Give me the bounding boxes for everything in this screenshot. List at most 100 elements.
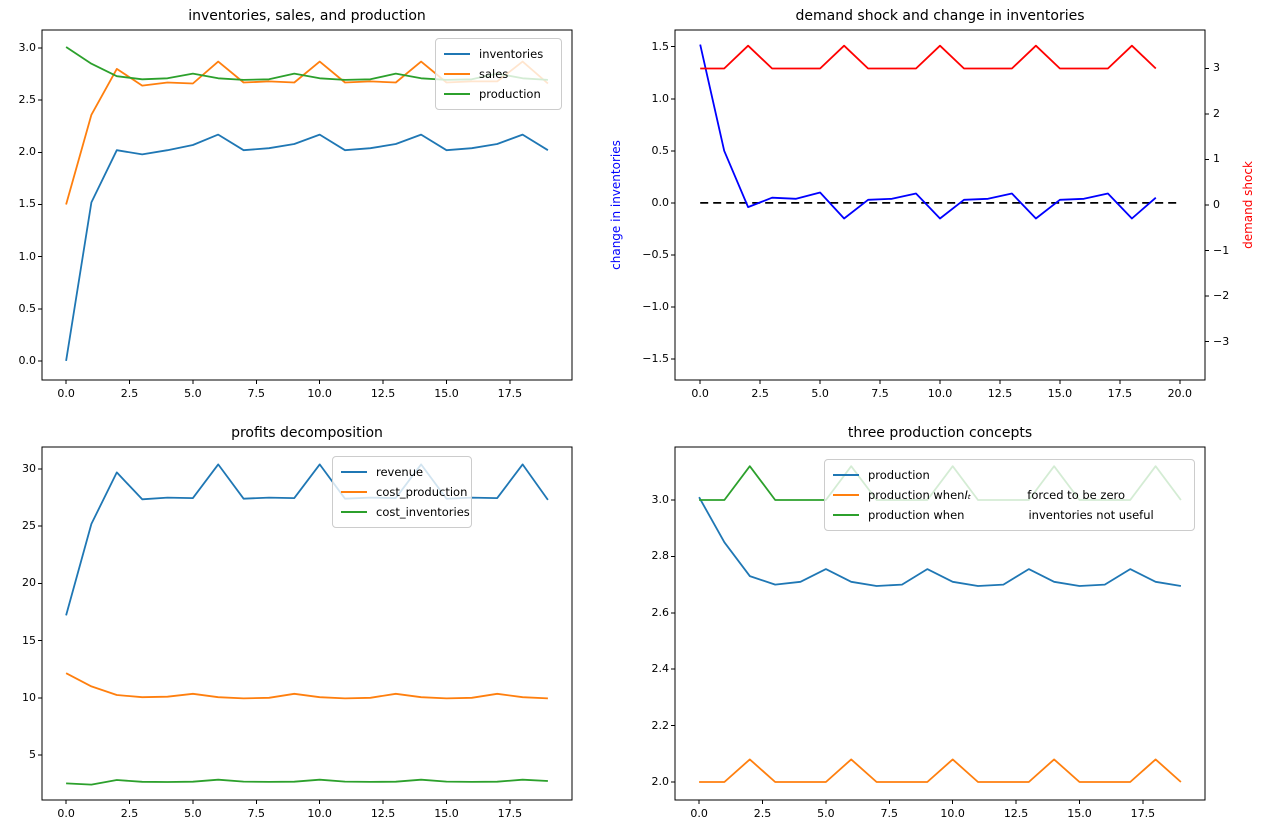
- bottom-right-x-tick-label: 7.5: [880, 807, 899, 820]
- bottom-left-y-tick-label: 30: [22, 461, 36, 475]
- bottom-left-series-cost-inventories: [66, 778, 548, 786]
- legend-item: sales: [444, 64, 553, 84]
- legend-bottom-right: production production when Iₜ forced to be…: [824, 459, 1195, 531]
- bottom-right-x-tick-label: 10.0: [940, 807, 965, 820]
- top-right-x-tick-label: 5.0: [811, 387, 829, 400]
- bottom-right-y-tick-label: 3.0: [651, 493, 670, 506]
- legend-label: inventories: [479, 47, 544, 61]
- top-right-right-y-tick-label: −3: [1213, 334, 1230, 348]
- top-left-x-tick-label: 5.0: [184, 387, 202, 400]
- bottom-left-y-tick-label: 5: [29, 748, 36, 762]
- bottom-left-x-tick-label: 7.5: [247, 807, 266, 820]
- legend-item: cost_production: [341, 482, 467, 502]
- bottom-right-x-tick-label: 12.5: [1003, 807, 1029, 820]
- top-left-y-tick-label: 2.5: [18, 93, 37, 107]
- bottom-left-series-revenue: [65, 463, 549, 616]
- top-left-y-tick-label: 0.5: [18, 301, 37, 315]
- ylabel-demand-shock: demand shock: [1241, 161, 1255, 249]
- top-left-x-tick-label: 0.0: [57, 387, 75, 400]
- legend-item: production when Iₜ forced to be zero: [833, 485, 1186, 505]
- legend-label: revenue: [376, 465, 424, 479]
- top-right-x-tick-label: 12.5: [987, 387, 1013, 400]
- legend-line-sample: [833, 473, 859, 477]
- top-right-y-tick-label: −1.0: [642, 300, 669, 314]
- top-right-series-change-in-inventories: [699, 44, 1157, 220]
- legend-item: inventories: [444, 44, 553, 64]
- top-left-y-tick-label: 1.0: [18, 249, 37, 263]
- chart-title-bottom-right: three production concepts: [847, 425, 1033, 441]
- legend-line-sample: [444, 52, 470, 56]
- top-right-series-demand-shock: [700, 44, 1157, 70]
- bottom-left-y-tick-label: 20: [22, 576, 36, 590]
- legend-label: forced to be zero: [1027, 488, 1126, 502]
- legend-label: production: [479, 87, 541, 101]
- legend-line-sample: [833, 513, 859, 517]
- legend-line-sample: [444, 92, 470, 96]
- bottom-right-y-tick-label: 2.4: [651, 662, 670, 676]
- top-right-x-tick-label: 0.0: [691, 387, 709, 400]
- top-right-y-tick-label: 0.5: [651, 143, 670, 157]
- top-right-y-tick-label: 1.0: [651, 91, 670, 105]
- bottom-left-x-tick-label: 17.5: [497, 807, 523, 820]
- bottom-right-series-production: [698, 496, 1182, 587]
- top-left-x-tick-label: 15.0: [434, 387, 459, 400]
- top-left-y-tick-label: 2.0: [18, 145, 37, 159]
- bottom-right-x-tick-label: 17.5: [1130, 807, 1156, 820]
- top-left-x-tick-label: 17.5: [497, 387, 523, 400]
- top-right-right-y-tick-label: −1: [1213, 243, 1230, 257]
- legend-item: cost_inventories: [341, 502, 470, 522]
- top-right-x-tick-label: 17.5: [1107, 387, 1133, 400]
- bottom-right-x-tick-label: 2.5: [753, 807, 772, 820]
- legend-line-sample: [341, 490, 367, 494]
- bottom-left-x-tick-label: 12.5: [370, 807, 396, 820]
- bottom-right-y-tick-label: 2.6: [651, 605, 670, 619]
- ylabel-change-in-inventories: change in inventories: [609, 140, 623, 270]
- legend-line-sample: [833, 493, 859, 497]
- bottom-right-y-tick-label: 2.8: [651, 549, 670, 563]
- top-right-right-y-tick-label: 0: [1213, 198, 1220, 211]
- top-left-axes-frame: [41, 29, 573, 381]
- top-left-y-tick-label: 1.5: [18, 197, 37, 211]
- legend-top-left: inventories sales production: [435, 38, 562, 110]
- bottom-right-series-production-when-i-t-forced-to-be-zero: [699, 758, 1182, 783]
- bottom-left-series-cost-production: [65, 672, 548, 700]
- top-right-right-y-tick-label: 3: [1213, 61, 1220, 75]
- bottom-right-y-tick-label: 2.0: [651, 774, 670, 788]
- top-left-y-tick-label: 0.0: [18, 353, 37, 367]
- legend-label: production: [868, 468, 930, 482]
- bottom-left-x-tick-label: 5.0: [184, 807, 202, 820]
- bottom-left-y-tick-label: 25: [22, 519, 36, 533]
- chart-title-top-left: inventories, sales, and production: [188, 8, 426, 24]
- top-left-series-inventories: [65, 133, 549, 362]
- legend-label: production when: [868, 488, 965, 502]
- legend-label: sales: [479, 67, 509, 81]
- bottom-right-x-tick-label: 15.0: [1067, 807, 1092, 820]
- legend-item: revenue: [341, 462, 463, 482]
- top-right-y-tick-label: 1.5: [651, 39, 670, 53]
- bottom-right-axes-frame: [674, 446, 1206, 801]
- legend-label: cost_inventories: [376, 505, 470, 519]
- bottom-left-y-tick-label: 15: [22, 633, 36, 647]
- bottom-left-y-tick-label: 10: [22, 690, 36, 704]
- bottom-left-axes-frame: [41, 446, 573, 801]
- legend-bottom-left: revenue cost_production cost_inventories: [332, 456, 472, 528]
- bottom-right-x-tick-label: 0.0: [690, 807, 708, 820]
- legend-line-sample: [444, 72, 470, 76]
- legend-label: Iₜ: [964, 488, 972, 502]
- legend-line-sample: [341, 470, 367, 474]
- legend-item: production: [833, 465, 1186, 485]
- top-right-y-tick-label: −0.5: [642, 248, 669, 261]
- legend-label: cost_production: [376, 485, 468, 499]
- top-right-y-tick-label: −1.5: [642, 352, 669, 366]
- legend-label: inventories not useful: [1028, 508, 1154, 522]
- bottom-left-x-tick-label: 2.5: [120, 807, 139, 820]
- chart-title-bottom-left: profits decomposition: [231, 425, 383, 441]
- top-left-x-tick-label: 7.5: [247, 387, 266, 400]
- legend-item: production: [444, 84, 553, 104]
- bottom-right-y-tick-label: 2.2: [651, 718, 670, 732]
- top-right-y-tick-label: 0.0: [651, 195, 670, 209]
- top-right-right-y-tick-label: 1: [1213, 152, 1220, 166]
- legend-label: production when: [868, 508, 965, 522]
